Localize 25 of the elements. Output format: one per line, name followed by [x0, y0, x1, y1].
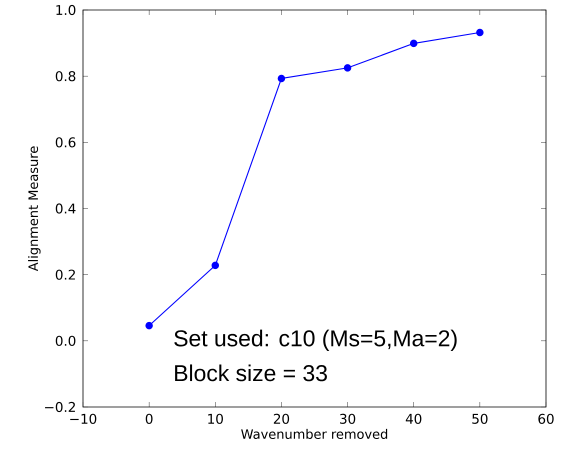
x-tick-label: 20 [274, 414, 290, 424]
x-tick-label: 50 [472, 414, 488, 424]
point [410, 40, 418, 48]
point [344, 64, 352, 72]
y-tick-label: 1.0 [56, 4, 76, 16]
x-tick-label: 30 [340, 414, 356, 424]
point [145, 322, 153, 330]
x-axis-title: Wavenumber removed [241, 428, 388, 439]
point [212, 262, 220, 270]
annotation: Block size = 33 [175, 364, 327, 382]
y-axis-title: Alignment Measure [28, 146, 41, 272]
y-tick-label: 0.8 [56, 71, 76, 82]
y-tick-label: 0.6 [56, 137, 76, 148]
x-tick-label: 40 [406, 414, 422, 424]
point [278, 74, 286, 82]
x-tick-label: 0 [146, 414, 153, 424]
y-tick-label: 0.2 [56, 270, 75, 280]
x-tick-label: 10 [208, 414, 223, 424]
y-tick-label: 0.4 [56, 203, 76, 214]
point [476, 28, 484, 36]
annotation: Set used: c10 (Ms=5,Ma=2) [174, 330, 457, 351]
y-tick-label: 0.0 [56, 336, 76, 346]
x-tick-label: 60 [538, 414, 554, 424]
x-tick-label: −10 [70, 414, 96, 424]
y-tick-label: −0.2 [45, 402, 75, 412]
